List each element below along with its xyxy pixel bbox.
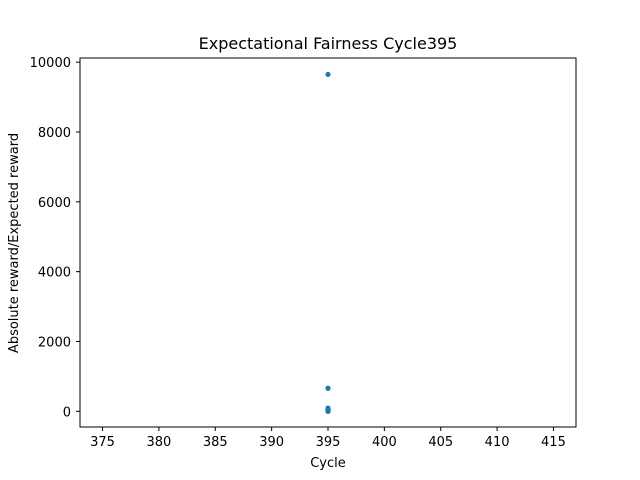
x-axis-label: Cycle <box>310 456 346 471</box>
y-tick-label: 0 <box>63 405 71 420</box>
y-tick-label: 8000 <box>38 126 71 141</box>
y-axis-ticks: 0 2000 4000 6000 8000 10000 <box>30 56 80 420</box>
y-axis-label: Absolute reward/Expected reward <box>7 133 22 353</box>
plot-frame <box>79 57 577 428</box>
y-tick-label: 6000 <box>38 196 71 211</box>
x-tick-label: 395 <box>316 435 341 450</box>
x-tick-label: 415 <box>541 435 566 450</box>
data-point <box>325 385 331 391</box>
y-tick-label: 10000 <box>30 56 71 71</box>
x-tick-label: 390 <box>259 435 284 450</box>
data-point <box>325 71 331 78</box>
x-tick-label: 400 <box>372 435 397 450</box>
y-tick-label: 2000 <box>38 335 71 350</box>
data-point <box>325 408 331 414</box>
x-tick-label: 380 <box>146 435 171 450</box>
y-tick-label: 4000 <box>38 266 71 281</box>
x-axis-ticks: 375 380 385 390 395 400 405 410 415 <box>90 427 566 450</box>
x-tick-label: 405 <box>428 435 453 450</box>
data-points <box>325 71 331 414</box>
x-tick-label: 375 <box>90 435 115 450</box>
x-tick-label: 410 <box>485 435 510 450</box>
x-tick-label: 385 <box>203 435 228 450</box>
chart-title: Expectational Fairness Cycle395 <box>199 34 458 53</box>
